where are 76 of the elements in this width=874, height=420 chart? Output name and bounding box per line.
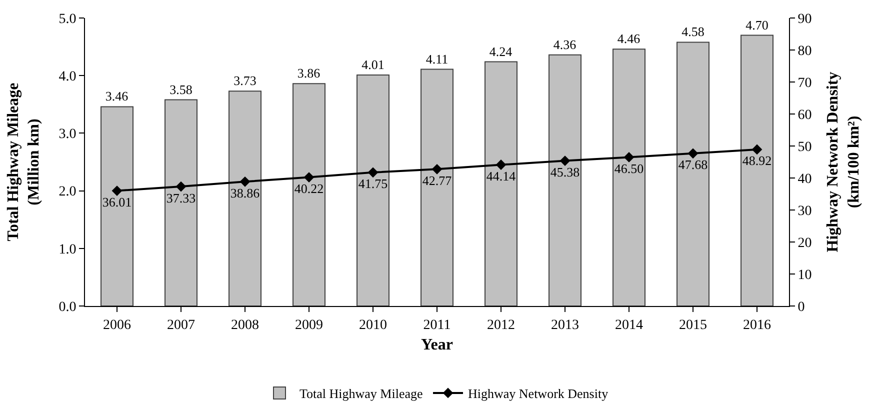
data-label: 41.75 bbox=[358, 176, 388, 192]
y2-tick-label: 60 bbox=[798, 108, 812, 123]
data-label: 38.86 bbox=[230, 185, 260, 200]
y2-tick-label: 0 bbox=[798, 300, 805, 315]
bar bbox=[740, 34, 774, 306]
x-tick-label: 2011 bbox=[423, 318, 451, 333]
x-tick-label: 2006 bbox=[103, 318, 131, 333]
x-tick-label: 2014 bbox=[615, 318, 643, 333]
y-tick-label: 1.0 bbox=[58, 242, 76, 258]
x-tick-label: 2007 bbox=[167, 318, 195, 333]
y2-tick-label: 30 bbox=[798, 204, 812, 219]
y2-tick-label: 40 bbox=[798, 172, 812, 187]
x-axis-title: Year bbox=[421, 336, 453, 354]
bar bbox=[292, 83, 326, 306]
y-tick-label: 2.0 bbox=[58, 184, 76, 200]
data-label: 42.77 bbox=[422, 172, 452, 188]
y-tick-label: 4.0 bbox=[58, 70, 76, 84]
data-label: 36.01 bbox=[102, 194, 132, 210]
x-tick-label: 2013 bbox=[551, 318, 579, 333]
point bbox=[304, 172, 314, 182]
data-label: 4.24 bbox=[489, 44, 513, 59]
x-tick-label: 2015 bbox=[679, 318, 707, 333]
data-label: 4.01 bbox=[362, 57, 384, 72]
bar bbox=[164, 99, 198, 306]
y-tick-label: 5.0 bbox=[58, 12, 76, 27]
data-label: 45.38 bbox=[550, 164, 580, 180]
y-tick-label: 3.0 bbox=[58, 127, 76, 142]
x-tick-label: 2009 bbox=[295, 318, 323, 333]
data-label: 44.14 bbox=[486, 168, 516, 184]
point bbox=[432, 164, 442, 174]
bar bbox=[100, 106, 134, 306]
y2-tick-label: 20 bbox=[798, 236, 812, 251]
data-label: 3.73 bbox=[234, 73, 256, 88]
y2-axis-title: Highway Network Density (km/100 km²) bbox=[824, 72, 862, 252]
y2-tick-label: 80 bbox=[798, 44, 812, 59]
point bbox=[688, 148, 698, 159]
bar bbox=[356, 74, 390, 306]
data-label: 47.68 bbox=[678, 157, 708, 172]
point bbox=[560, 156, 570, 166]
point bbox=[112, 186, 122, 196]
data-label: 4.58 bbox=[682, 24, 704, 40]
point bbox=[752, 144, 762, 155]
bar bbox=[612, 48, 646, 306]
point bbox=[368, 167, 378, 178]
data-label: 46.50 bbox=[614, 160, 644, 176]
data-label: 4.46 bbox=[617, 31, 641, 46]
legend-label: Highway Network Density bbox=[468, 386, 609, 402]
x-tick-label: 2008 bbox=[231, 318, 259, 333]
data-label: 37.33 bbox=[166, 190, 196, 206]
y2-tick-label: 50 bbox=[798, 140, 812, 155]
bar bbox=[676, 42, 710, 306]
y2-tick-label: 70 bbox=[798, 76, 812, 91]
point bbox=[176, 181, 186, 192]
data-label: 48.92 bbox=[742, 153, 772, 168]
y-tick-label: 0.0 bbox=[58, 300, 76, 315]
x-tick-label: 2010 bbox=[359, 318, 387, 333]
data-label: 4.70 bbox=[746, 17, 768, 32]
data-label: 3.46 bbox=[105, 88, 129, 104]
data-label: 4.36 bbox=[553, 36, 577, 52]
x-tick-label: 2016 bbox=[743, 318, 771, 333]
point bbox=[496, 160, 506, 170]
bar bbox=[228, 90, 262, 306]
data-label: 4.11 bbox=[426, 51, 448, 66]
y2-tick-label: 10 bbox=[798, 268, 812, 283]
point bbox=[624, 152, 634, 162]
bar bbox=[420, 68, 454, 306]
data-label: 3.58 bbox=[170, 82, 192, 97]
x-tick-label: 2012 bbox=[487, 318, 515, 333]
data-label: 40.22 bbox=[294, 181, 324, 196]
data-label: 3.86 bbox=[297, 66, 321, 81]
bar bbox=[548, 54, 582, 306]
bar bbox=[484, 61, 518, 306]
point bbox=[240, 176, 250, 187]
y2-tick-label: 90 bbox=[798, 12, 812, 27]
y-axis-title: Total Highway Mileage (Million km) bbox=[4, 82, 43, 242]
legend-label: Total Highway Mileage bbox=[300, 386, 424, 402]
